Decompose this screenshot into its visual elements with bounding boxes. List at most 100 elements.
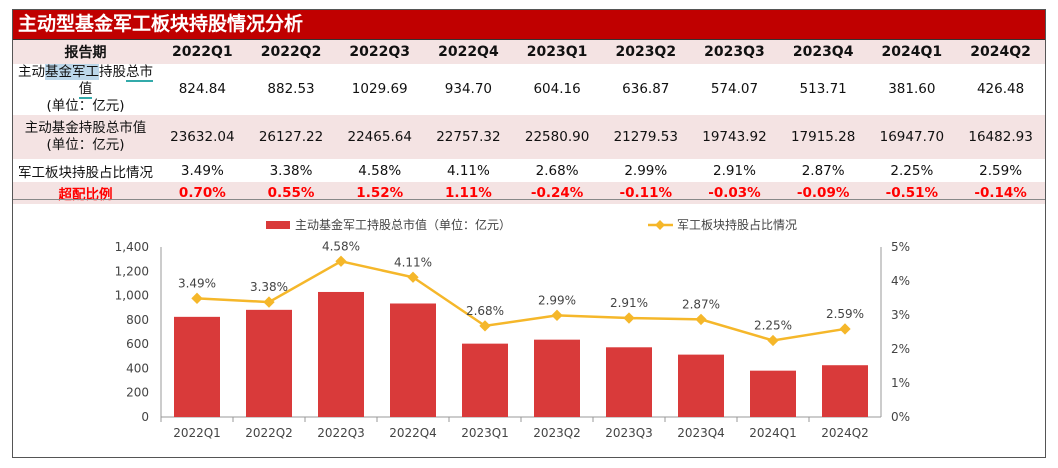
data-label: 2.91% <box>610 296 648 310</box>
x-tick-label: 2023Q1 <box>461 426 509 440</box>
line-marker <box>479 320 491 332</box>
line-marker <box>191 292 203 304</box>
line-marker <box>839 323 851 335</box>
left-tick-label: 800 <box>126 313 149 327</box>
bar <box>174 316 220 417</box>
table-cell: 22465.64 <box>335 115 425 159</box>
left-tick-label: 400 <box>126 361 149 375</box>
bar <box>534 339 580 417</box>
left-tick-label: 0 <box>141 410 149 424</box>
bar <box>462 343 508 417</box>
table-cell: 934.70 <box>444 81 493 97</box>
right-tick-label: 2% <box>891 342 910 356</box>
header-period: 2023Q4 <box>778 40 868 64</box>
right-tick-label: 0% <box>891 410 910 424</box>
bar <box>318 291 364 417</box>
x-tick-label: 2022Q1 <box>173 426 221 440</box>
x-tick-label: 2022Q2 <box>245 426 293 440</box>
bar <box>678 354 724 417</box>
line-marker <box>263 296 275 308</box>
table-cell: 26127.22 <box>246 115 336 159</box>
table-cell: 22580.90 <box>512 115 602 159</box>
table-cell: 19743.92 <box>690 115 779 159</box>
row-label: 主动基金持股总市值 (单位：亿元) <box>13 115 158 159</box>
chart-svg: 0 200 400 600 800 1,000 1,200 1,400 0% 1% 2% 3% 4% 5%… <box>115 217 910 440</box>
table-cell: 882.53 <box>267 81 315 97</box>
data-table: 报告期 2022Q1 2022Q2 2022Q3 2022Q4 2023Q1 2023Q2… <box>13 40 1045 204</box>
table-cell: -0.14% <box>956 182 1045 204</box>
header-period: 2023Q1 <box>512 40 602 64</box>
table-row: 军工板块持股占比情况 3.49% 3.38% 4.58% 4.11% 2.68% 2.99… <box>13 159 1045 182</box>
x-tick-label: 2022Q4 <box>389 426 437 440</box>
x-tick-label: 2022Q3 <box>317 426 365 440</box>
table-cell: 574.07 <box>710 81 759 97</box>
line-marker <box>551 309 563 321</box>
data-label: 2.99% <box>538 293 576 307</box>
table-row: 主动基金军工持股总市值 (单位：亿元) 824.84 882.53 1029.69 93… <box>13 64 1045 115</box>
data-label: 3.49% <box>178 276 216 290</box>
left-tick-label: 200 <box>126 386 149 400</box>
right-tick-label: 4% <box>891 274 910 288</box>
table-cell: 426.48 <box>976 81 1025 97</box>
x-tick-label: 2023Q4 <box>677 426 725 440</box>
bar <box>822 365 868 417</box>
table-cell: 1.52% <box>335 182 425 204</box>
header-period: 2023Q3 <box>690 40 779 64</box>
row-label: 军工板块持股占比情况 <box>18 164 153 181</box>
left-tick-label: 600 <box>126 337 149 351</box>
row-label: 主动基金军工持股总市值 (单位：亿元) <box>18 64 153 114</box>
table-cell: -0.09% <box>778 182 868 204</box>
data-label: 4.58% <box>322 239 360 253</box>
table-cell: 2.59% <box>979 162 1023 179</box>
header-period: 2022Q1 <box>158 40 247 64</box>
table-cell: 824.84 <box>178 81 226 97</box>
header-period: 2022Q4 <box>424 40 513 64</box>
header-period: 2024Q1 <box>867 40 957 64</box>
x-tick-label: 2023Q3 <box>605 426 653 440</box>
bar <box>606 347 652 417</box>
table-cell: 3.49% <box>180 162 224 179</box>
data-label: 2.68% <box>466 304 504 318</box>
table-cell: 604.16 <box>533 81 581 97</box>
right-tick-label: 3% <box>891 308 910 322</box>
table-cell: 22757.32 <box>424 115 513 159</box>
legend-line-label: 军工板块持股占比情况 <box>677 217 797 232</box>
panel: 主动型基金军工板块持股情况分析 报告期 2022Q1 2022Q2 2022Q3 20… <box>12 9 1046 458</box>
header-label: 报告期 <box>13 40 158 64</box>
panel-title: 主动型基金军工板块持股情况分析 <box>13 10 1045 40</box>
line-marker <box>335 255 347 267</box>
data-label: 2.59% <box>826 307 864 321</box>
table-cell: 4.58% <box>358 162 402 179</box>
line-marker <box>695 313 707 326</box>
left-tick-label: 1,200 <box>115 264 149 278</box>
table-cell: 513.71 <box>799 81 847 97</box>
line-marker <box>623 312 635 324</box>
left-tick-label: 1,400 <box>115 240 149 254</box>
legend-bar-swatch <box>266 221 290 229</box>
table-cell: 2.25% <box>890 162 934 179</box>
data-label: 3.38% <box>250 280 288 294</box>
data-label: 4.11% <box>394 255 432 269</box>
table-row: 主动基金持股总市值 (单位：亿元) 23632.04 26127.22 22465.6… <box>13 115 1045 159</box>
left-tick-label: 1,000 <box>115 289 149 303</box>
table-cell: 0.55% <box>246 182 336 204</box>
table-cell: 0.70% <box>158 182 247 204</box>
x-tick-label: 2024Q2 <box>821 426 869 440</box>
table-cell: -0.51% <box>867 182 957 204</box>
table-cell: 16482.93 <box>956 115 1045 159</box>
table-cell: 1029.69 <box>351 81 408 97</box>
table-cell: 21279.53 <box>601 115 691 159</box>
line-marker <box>767 334 779 347</box>
table-cell: 2.87% <box>801 162 845 179</box>
legend-line-marker <box>655 220 665 230</box>
table-cell: -0.11% <box>601 182 691 204</box>
data-label: 2.87% <box>682 297 720 311</box>
table-cell: 2.99% <box>624 162 668 179</box>
table-cell: 16947.70 <box>867 115 957 159</box>
bar <box>750 370 796 417</box>
bar <box>246 309 292 417</box>
right-tick-label: 1% <box>891 376 910 390</box>
table-cell: 2.68% <box>535 162 579 179</box>
header-period: 2024Q2 <box>956 40 1045 64</box>
table-cell: 23632.04 <box>158 115 247 159</box>
